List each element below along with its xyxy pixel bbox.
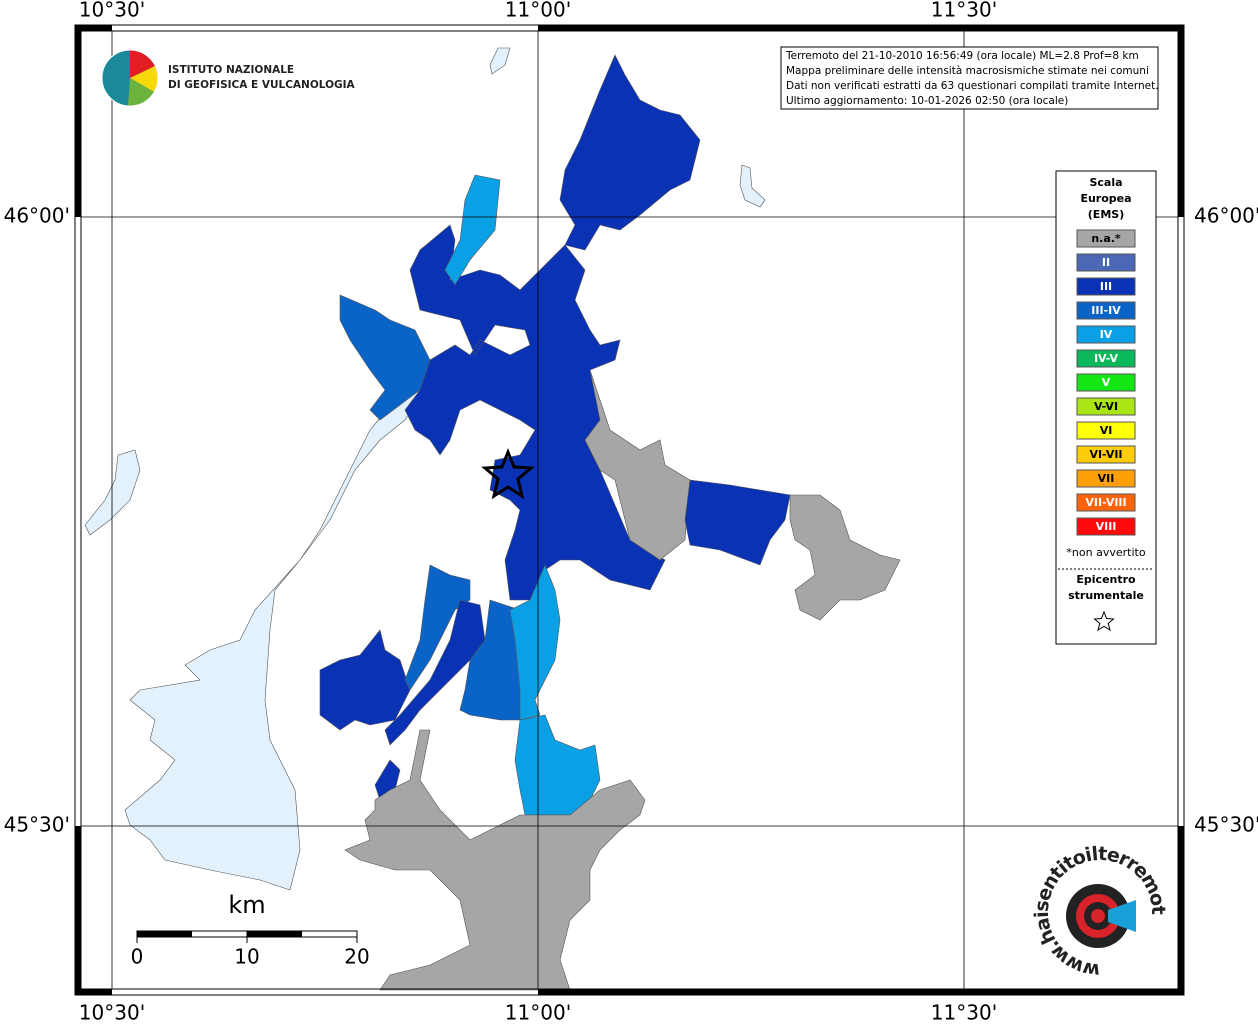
scale-unit: km — [228, 891, 265, 919]
logo-ring — [1091, 909, 1105, 923]
region — [509, 564, 561, 721]
info-line: Dati non verificati estratti da 63 quest… — [786, 80, 1159, 92]
lon-label: 11°30' — [931, 0, 997, 22]
legend-label: III-IV — [1091, 304, 1121, 317]
logo-text: DI GEOFISICA E VULCANOLOGIA — [168, 79, 356, 91]
scale-bar: km 0 10 20 — [131, 891, 370, 969]
legend-label: IV — [1100, 328, 1113, 341]
scale-tick-label: 10 — [234, 945, 259, 969]
legend-swatch — [1076, 325, 1136, 344]
legend-title: Europea — [1080, 192, 1131, 205]
legend: Scala Europea (EMS) *non avvertito Epice… — [1055, 170, 1157, 645]
legend-swatch — [1076, 517, 1136, 536]
legend-label: III — [1100, 280, 1112, 293]
lon-label: 10°30' — [79, 1001, 145, 1025]
regions — [84, 47, 901, 991]
frame-segment — [75, 826, 81, 995]
legend-label: VII — [1098, 472, 1115, 485]
lon-label: 11°00' — [505, 0, 571, 22]
legend-swatch — [1076, 253, 1136, 272]
info-line: Ultimo aggiornamento: 10-01-2026 02:50 (… — [786, 95, 1068, 107]
region — [339, 294, 431, 421]
legend-label: n.a.* — [1091, 232, 1121, 245]
logo-segment — [130, 66, 158, 92]
lake — [489, 47, 511, 75]
legend-star — [1093, 610, 1115, 632]
region — [559, 54, 701, 251]
legend-label: VII-VIII — [1085, 496, 1126, 509]
legend-title: Scala — [1089, 176, 1122, 189]
region — [444, 174, 501, 286]
legend-label: IV-V — [1094, 352, 1119, 365]
region — [684, 479, 791, 566]
legend-swatch — [1076, 301, 1136, 320]
frame-segment — [75, 25, 112, 31]
lat-label: 46°00' — [4, 204, 70, 228]
legend-swatch — [1076, 397, 1136, 416]
legend-swatch — [1076, 277, 1136, 296]
legend-label: VI — [1100, 424, 1113, 437]
scale-tick-label: 0 — [131, 945, 144, 969]
legend-swatch — [1076, 373, 1136, 392]
ingv-logo: ISTITUTO NAZIONALE DI GEOFISICA E VULCAN… — [101, 49, 356, 107]
region — [404, 564, 471, 691]
lon-label: 10°30' — [79, 0, 145, 22]
logo-segment — [130, 50, 155, 78]
frame-segment — [538, 25, 1184, 31]
region — [789, 494, 901, 621]
legend-epicenter: Epicentro — [1076, 573, 1136, 586]
lon-label: 11°30' — [931, 1001, 997, 1025]
legend-label: V-VI — [1094, 400, 1118, 413]
legend-note: *non avvertito — [1066, 546, 1145, 559]
lake — [84, 449, 141, 536]
logo-text: ISTITUTO NAZIONALE — [168, 64, 294, 76]
legend-swatch — [1076, 349, 1136, 368]
lat-label: 45°30' — [4, 813, 70, 837]
lat-label: 46°00' — [1194, 204, 1258, 228]
frame — [74, 24, 1185, 996]
legend-swatch — [1076, 229, 1136, 248]
epicenter-star — [481, 447, 535, 500]
frame-segment — [75, 989, 112, 995]
legend-label: II — [1102, 256, 1110, 269]
legend-label: V — [1102, 376, 1111, 389]
logo-segment — [128, 78, 154, 107]
logo-ring — [101, 49, 159, 107]
legend-swatch — [1076, 421, 1136, 440]
logo-speaker — [1108, 900, 1136, 932]
lon-label: 11°00' — [505, 1001, 571, 1025]
legend-epicenter: strumentale — [1068, 589, 1144, 602]
frame-segment — [75, 25, 81, 217]
scale-tick-label: 20 — [344, 945, 369, 969]
legend-swatch — [1076, 493, 1136, 512]
legend-swatch — [1076, 469, 1136, 488]
info-box: Terremoto del 21-10-2010 16:56:49 (ora l… — [780, 46, 1159, 110]
lake — [124, 354, 431, 891]
region — [514, 714, 601, 816]
region — [344, 729, 646, 991]
info-line: Terremoto del 21-10-2010 16:56:49 (ora l… — [785, 50, 1139, 62]
region — [584, 369, 691, 561]
frame-segment — [538, 989, 1184, 995]
lat-label: 45°30' — [1194, 813, 1258, 837]
region — [404, 224, 666, 601]
scale-bar-segment — [137, 931, 192, 937]
info-frame — [780, 46, 1159, 110]
lake — [739, 164, 766, 208]
legend-swatch — [1076, 445, 1136, 464]
legend-label: VI-VII — [1089, 448, 1122, 461]
frame-segment — [1178, 826, 1184, 995]
info-line: Mappa preliminare delle intensità macros… — [786, 65, 1149, 77]
frame-segment — [1178, 25, 1184, 217]
legend-title: (EMS) — [1088, 208, 1124, 221]
scale-bar-segment — [247, 931, 302, 937]
legend-label: VIII — [1096, 520, 1117, 533]
graticule — [81, 31, 1178, 989]
